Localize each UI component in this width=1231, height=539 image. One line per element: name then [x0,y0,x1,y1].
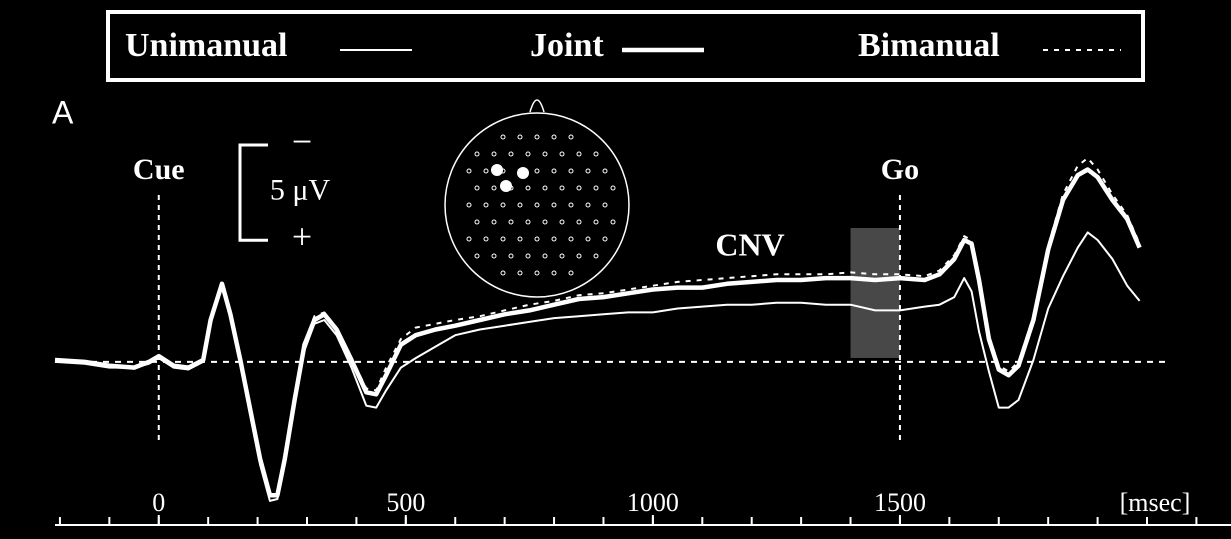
electrode [483,168,489,174]
electrode [491,185,497,191]
electrode [517,236,523,242]
scale-bar-negative: − [292,121,312,161]
x-tick-label: 1000 [627,488,679,517]
electrode [525,219,531,225]
scale-bar-positive: + [292,216,312,256]
legend-box [106,10,1145,82]
legend-label: Bimanual [858,27,1000,64]
panel-label: A [52,94,74,130]
electrode [576,253,582,259]
electrode [466,202,472,208]
electrode [534,202,540,208]
electrode [593,253,599,259]
electrode [466,236,472,242]
electrode [559,219,565,225]
electrode [474,219,480,225]
electrode [525,253,531,259]
shaded-window [850,228,900,358]
electrode [508,253,514,259]
electrode [534,168,540,174]
electrode [534,134,540,140]
event-label: Cue [133,153,185,186]
electrode [500,270,506,276]
electrode [508,219,514,225]
electrode [559,253,565,259]
electrode [559,151,565,157]
electrode [551,236,557,242]
electrode [542,151,548,157]
electrode [525,151,531,157]
electrode-selected [491,164,503,176]
nose [529,99,545,113]
legend-label: Unimanual [125,27,288,64]
electrode [568,134,574,140]
electrode [593,219,599,225]
electrode [474,253,480,259]
electrode [602,236,608,242]
electrode [517,270,523,276]
electrode [500,236,506,242]
electrode [500,134,506,140]
electrode [517,202,523,208]
electrode [568,236,574,242]
legend-label: Joint [530,27,604,64]
head-inset [444,99,630,298]
electrode [568,202,574,208]
electrode [517,134,523,140]
electrode [559,185,565,191]
series-line [54,157,1141,493]
x-tick-label: 500 [386,488,425,517]
electrode [576,219,582,225]
electrode [483,202,489,208]
scale-bar [238,143,268,242]
electrode [602,202,608,208]
electrode [542,219,548,225]
electrode [610,219,616,225]
electrode [534,270,540,276]
electrode [483,236,489,242]
electrode [585,168,591,174]
electrode [551,134,557,140]
x-tick-label: 0 [152,488,165,517]
x-tick-label: 1500 [874,488,926,517]
series-line [54,167,1142,498]
electrode [474,185,480,191]
electrode [551,168,557,174]
electrode [491,253,497,259]
annotation: CNV [715,226,784,262]
electrode [585,236,591,242]
electrode [508,151,514,157]
electrode [602,168,608,174]
electrode [576,151,582,157]
electrode [491,219,497,225]
event-label: Go [881,153,919,186]
electrode-selected [517,167,529,179]
electrode [534,236,540,242]
electrode [466,168,472,174]
electrode [593,151,599,157]
electrode [551,270,557,276]
electrode [474,151,480,157]
electrode [500,202,506,208]
electrode [551,202,557,208]
electrode [576,185,582,191]
electrode [525,185,531,191]
electrode [542,185,548,191]
electrode [593,185,599,191]
electrode [542,253,548,259]
electrode [491,151,497,157]
scale-bar-label: 5 μV [270,174,331,207]
electrode [568,168,574,174]
electrode [568,270,574,276]
x-unit: [msec] [1120,488,1191,517]
electrode [585,202,591,208]
electrode [610,185,616,191]
head-outline [444,112,630,298]
electrode-selected [500,180,512,192]
